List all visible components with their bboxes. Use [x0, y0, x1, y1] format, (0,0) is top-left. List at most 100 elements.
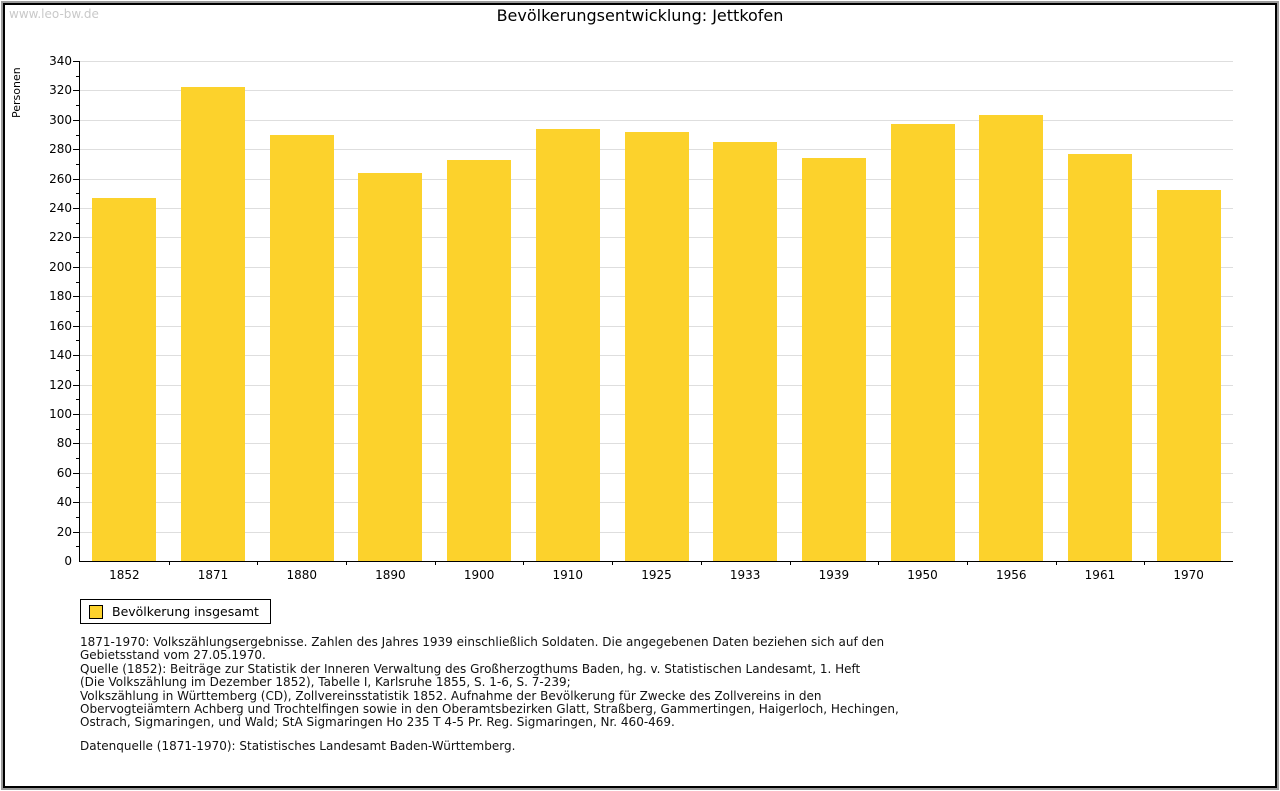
- y-major-tick-80: [73, 443, 80, 445]
- y-axis-title: Personen: [10, 67, 23, 118]
- footnote-line-7: Ostrach, Sigmaringen, und Wald; StA Sigm…: [80, 715, 675, 730]
- y-major-tick-340: [73, 61, 80, 62]
- x-tick-label-1852: 1852: [109, 568, 140, 582]
- legend-label: Bevölkerung insgesamt: [112, 604, 259, 619]
- y-tick-label-220: 220: [49, 230, 72, 245]
- x-tick-label-1933: 1933: [729, 568, 761, 582]
- y-minor-tick-230: [76, 222, 80, 224]
- y-minor-tick-90: [76, 428, 80, 430]
- y-major-tick-40: [73, 502, 80, 504]
- x-tick-label-1900: 1900: [463, 568, 495, 582]
- y-tick-label-280: 280: [49, 142, 72, 157]
- chart-frame: www.leo-bw.de Bevölkerungsentwicklung: J…: [3, 3, 1277, 788]
- bar-1890: [358, 172, 423, 561]
- y-tick-label-320: 320: [49, 83, 72, 98]
- x-tick-1: [168, 561, 170, 565]
- y-minor-tick-130: [76, 369, 80, 371]
- gridline-340: [80, 61, 1233, 62]
- x-tick-7: [700, 561, 702, 565]
- y-major-tick-220: [73, 237, 80, 239]
- footnote-line-4: (Die Volkszählung im Dezember 1852), Tab…: [80, 675, 571, 690]
- y-minor-tick-10: [76, 546, 80, 548]
- y-tick-label-160: 160: [49, 318, 72, 333]
- x-tick-label-1939: 1939: [818, 568, 850, 582]
- y-tick-label-40: 40: [56, 495, 72, 510]
- datasource-line: Datenquelle (1871-1970): Statistisches L…: [80, 738, 516, 753]
- y-minor-tick-310: [76, 105, 80, 107]
- bar-1880: [269, 134, 334, 561]
- legend: Bevölkerung insgesamt: [80, 599, 271, 624]
- watermark: www.leo-bw.de: [9, 7, 99, 21]
- y-tick-label-260: 260: [49, 171, 72, 186]
- footnote-line-6: Obervogteiämtern Achberg und Trochtelfin…: [80, 702, 899, 717]
- y-tick-label-0: 0: [64, 554, 72, 568]
- bar-1910: [535, 128, 600, 561]
- y-major-tick-140: [73, 355, 80, 357]
- x-tick-5: [523, 561, 525, 565]
- x-tick-label-1871: 1871: [197, 568, 229, 582]
- x-tick-3: [346, 561, 348, 565]
- y-minor-tick-110: [76, 399, 80, 401]
- x-tick-label-1925: 1925: [641, 568, 672, 582]
- bar-1933: [713, 141, 778, 561]
- y-minor-tick-50: [76, 487, 80, 489]
- y-major-tick-160: [73, 325, 80, 327]
- x-tick-11: [1055, 561, 1057, 565]
- y-tick-label-240: 240: [49, 201, 72, 216]
- y-major-tick-280: [73, 149, 80, 151]
- y-minor-tick-30: [76, 516, 80, 518]
- bar-1950: [890, 124, 955, 561]
- y-major-tick-60: [73, 472, 80, 474]
- y-major-tick-240: [73, 208, 80, 210]
- x-tick-6: [612, 561, 614, 565]
- y-minor-tick-250: [76, 193, 80, 195]
- y-major-tick-320: [73, 90, 80, 92]
- x-tick-label-1970: 1970: [1173, 568, 1204, 582]
- x-tick-2: [257, 561, 259, 565]
- y-tick-label-120: 120: [49, 377, 72, 392]
- x-tick-label-1880: 1880: [286, 568, 317, 582]
- footnote-line-3: Quelle (1852): Beiträge zur Statistik de…: [80, 661, 861, 676]
- bar-1939: [801, 158, 866, 561]
- x-tick-4: [434, 561, 436, 565]
- x-tick-10: [966, 561, 968, 565]
- y-minor-tick-170: [76, 311, 80, 312]
- bar-1871: [181, 87, 246, 561]
- y-major-tick-120: [73, 384, 80, 386]
- y-major-tick-200: [73, 266, 80, 268]
- x-tick-label-1950: 1950: [907, 568, 938, 582]
- y-tick-label-100: 100: [49, 406, 72, 421]
- y-minor-tick-210: [76, 252, 80, 254]
- footnotes: 1871-1970: Volkszählungsergebnisse. Zahl…: [80, 635, 899, 753]
- y-minor-tick-70: [76, 458, 80, 460]
- x-tick-label-1956: 1956: [995, 568, 1027, 582]
- y-major-tick-20: [73, 531, 80, 533]
- y-major-tick-100: [73, 413, 80, 415]
- footnote-lines: 1871-1970: Volkszählungsergebnisse. Zahl…: [80, 635, 899, 730]
- y-tick-label-180: 180: [49, 289, 72, 304]
- y-major-tick-300: [73, 119, 80, 121]
- footnote-line-2: Gebietsstand vom 27.05.1970.: [80, 648, 266, 663]
- y-tick-label-20: 20: [56, 524, 72, 539]
- x-tick-label-1961: 1961: [1084, 568, 1116, 582]
- bar-1900: [447, 159, 512, 561]
- chart-title: Bevölkerungsentwicklung: Jettkofen: [496, 6, 784, 25]
- plot-area: Personen 0 20 40 60 80 100 120 140 160 180 200 220 2…: [10, 55, 1233, 582]
- x-tick-9: [878, 561, 880, 565]
- x-tick-label-1910: 1910: [552, 568, 584, 582]
- gridline-320: [80, 90, 1233, 92]
- y-minor-tick-190: [76, 281, 80, 283]
- y-tick-label-340: 340: [49, 54, 72, 68]
- y-tick-label-200: 200: [49, 259, 72, 274]
- footnote-line-5: Volkszählung in Württemberg (CD), Zollve…: [80, 688, 822, 703]
- bar-1925: [624, 131, 689, 561]
- bar-1852: [92, 197, 157, 561]
- x-tick-12: [1144, 561, 1146, 565]
- y-major-tick-180: [73, 296, 80, 298]
- y-major-tick-260: [73, 178, 80, 180]
- bar-1970: [1156, 190, 1221, 561]
- y-minor-tick-270: [76, 163, 80, 165]
- y-tick-label-300: 300: [49, 112, 72, 127]
- y-tick-label-140: 140: [49, 348, 72, 363]
